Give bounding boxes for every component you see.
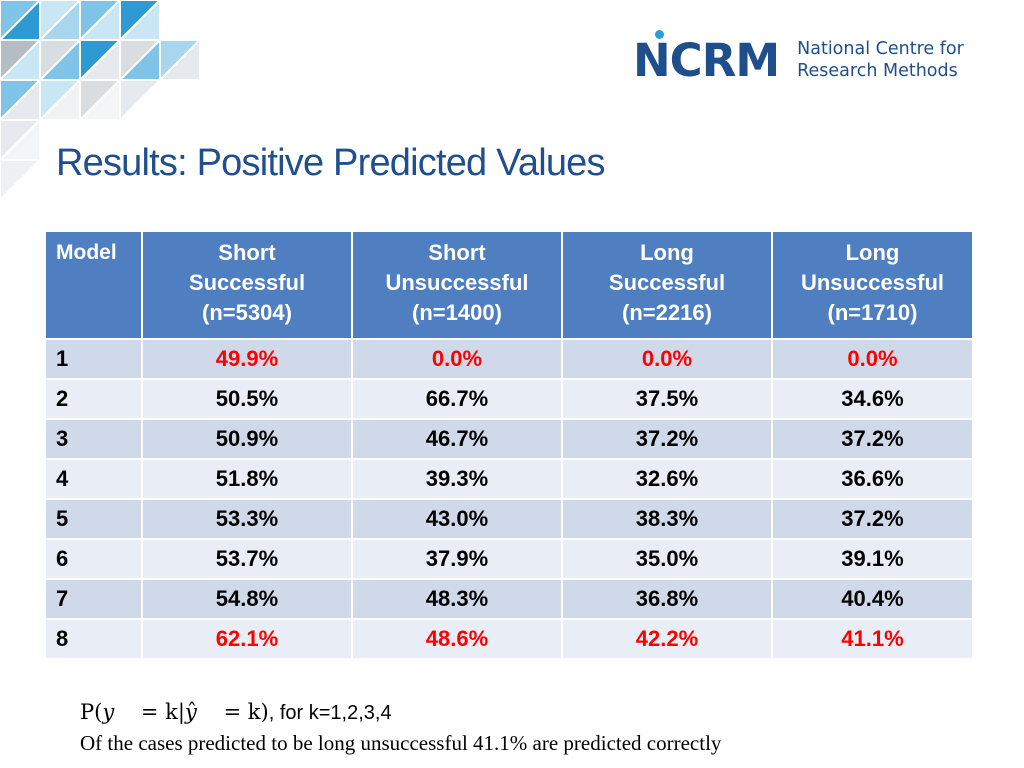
- header-text: Model: [56, 241, 117, 264]
- value-cell: 36.8%: [561, 578, 773, 620]
- value-cell: 39.3%: [351, 458, 563, 500]
- value-cell: 50.5%: [141, 378, 353, 420]
- header-text: (n=1710): [827, 300, 918, 325]
- header-col-1: Short Successful (n=5304): [141, 230, 353, 340]
- model-cell: 2: [44, 378, 143, 420]
- value-cell: 53.7%: [141, 538, 353, 580]
- value-cell: 41.1%: [771, 618, 974, 660]
- logo-dot-icon: [655, 29, 664, 39]
- value-cell: 66.7%: [351, 378, 563, 420]
- value-cell: 37.2%: [561, 418, 773, 460]
- value-cell: 32.6%: [561, 458, 773, 500]
- corner-decoration: [0, 0, 200, 202]
- logo-text: National Centre for Research Methods: [797, 38, 964, 82]
- model-cell: 6: [44, 538, 143, 580]
- table-row: 8 62.1% 48.6% 42.2% 41.1%: [44, 618, 974, 660]
- header-text: Short: [218, 240, 276, 265]
- model-cell: 3: [44, 418, 143, 460]
- logo-line-2: Research Methods: [797, 61, 958, 81]
- value-cell: 36.6%: [771, 458, 974, 500]
- value-cell: 49.9%: [141, 338, 353, 380]
- header-text: (n=1400): [412, 300, 502, 325]
- header-text: (n=2216): [622, 300, 712, 325]
- value-cell: 0.0%: [771, 338, 974, 380]
- header-text: Short: [428, 240, 486, 265]
- value-cell: 48.6%: [351, 618, 563, 660]
- model-cell: 4: [44, 458, 143, 500]
- header-col-4: Long Unsuccessful (n=1710): [771, 230, 974, 340]
- value-cell: 37.2%: [771, 498, 974, 540]
- value-cell: 46.7%: [351, 418, 563, 460]
- header-model: Model: [44, 230, 143, 340]
- ppv-table: Model Short Successful (n=5304) Short Unsucce…: [44, 230, 974, 660]
- header-text: Unsuccessful: [385, 270, 529, 295]
- table-row: 1 49.9% 0.0% 0.0% 0.0%: [44, 338, 974, 380]
- value-cell: 42.2%: [561, 618, 773, 660]
- formula-suffix: , for k=1,2,3,4: [268, 702, 392, 724]
- model-cell: 8: [44, 618, 143, 660]
- model-cell: 7: [44, 578, 143, 620]
- summary-footnote: Of the cases predicted to be long unsucc…: [80, 731, 722, 755]
- table-row: 2 50.5% 66.7% 37.5% 34.6%: [44, 378, 974, 420]
- value-cell: 48.3%: [351, 578, 563, 620]
- value-cell: 50.9%: [141, 418, 353, 460]
- value-cell: 39.1%: [771, 538, 974, 580]
- value-cell: 43.0%: [351, 498, 563, 540]
- value-cell: 37.2%: [771, 418, 974, 460]
- logo-line-1: National Centre for: [797, 39, 964, 59]
- value-cell: 0.0%: [561, 338, 773, 380]
- ncrm-logo: N CRM National Centre for Research Method…: [633, 29, 964, 84]
- header-text: Long: [845, 240, 900, 265]
- header-text: Long: [640, 240, 694, 265]
- value-cell: 53.3%: [141, 498, 353, 540]
- table-row: 6 53.7% 37.9% 35.0% 39.1%: [44, 538, 974, 580]
- ncrm-logo-mark: N CRM: [633, 29, 780, 83]
- table-row: 3 50.9% 46.7% 37.2% 37.2%: [44, 418, 974, 460]
- header-text: (n=5304): [202, 300, 292, 325]
- value-cell: 51.8%: [141, 458, 353, 500]
- formula-footnote: P(𝑦 = k|𝑦̂ = k), for k=1,2,3,4: [80, 700, 392, 725]
- formula-text: P(𝑦 = k|𝑦̂ = k): [80, 700, 269, 724]
- header-text: Successful: [188, 270, 306, 295]
- value-cell: 37.5%: [561, 378, 773, 420]
- value-cell: 54.8%: [141, 578, 353, 620]
- model-cell: 5: [44, 498, 143, 540]
- header-col-3: Long Successful (n=2216): [561, 230, 773, 340]
- value-cell: 0.0%: [351, 338, 563, 380]
- value-cell: 37.9%: [351, 538, 563, 580]
- value-cell: 40.4%: [771, 578, 974, 620]
- table-header-row: Model Short Successful (n=5304) Short Unsucce…: [44, 230, 974, 340]
- table-row: 4 51.8% 39.3% 32.6% 36.6%: [44, 458, 974, 500]
- table-row: 7 54.8% 48.3% 36.8% 40.4%: [44, 578, 974, 620]
- header-text: Successful: [608, 270, 726, 295]
- value-cell: 62.1%: [141, 618, 353, 660]
- slide-title: Results: Positive Predicted Values: [56, 142, 606, 184]
- header-col-2: Short Unsuccessful (n=1400): [351, 230, 563, 340]
- value-cell: 34.6%: [771, 378, 974, 420]
- model-cell: 1: [44, 338, 143, 380]
- logo-mark-text: N CRM: [633, 29, 780, 87]
- value-cell: 38.3%: [561, 498, 773, 540]
- table-row: 5 53.3% 43.0% 38.3% 37.2%: [44, 498, 974, 540]
- value-cell: 35.0%: [561, 538, 773, 580]
- header-text: Unsuccessful: [800, 270, 945, 295]
